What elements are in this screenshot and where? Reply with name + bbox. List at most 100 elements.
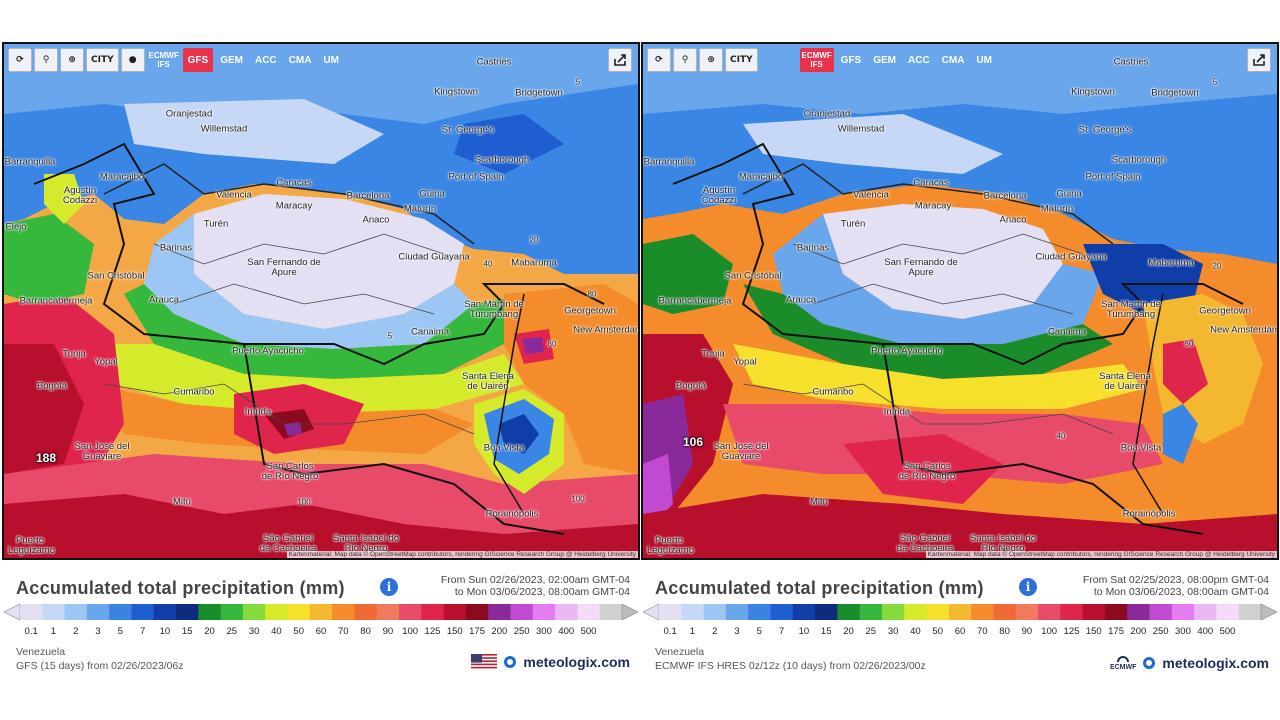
contour-label: 100 — [297, 497, 311, 507]
place-label: Mitú — [173, 496, 191, 508]
zoom-icon[interactable]: ⊕ — [60, 48, 84, 72]
place-label: Inírida — [244, 406, 272, 418]
place-label: Santa Elena de Uairén — [1099, 371, 1151, 392]
place-label: San Carlos de Río Negro — [898, 461, 956, 482]
place-label: Willemstad — [837, 123, 885, 135]
precip-field — [4, 44, 638, 558]
place-label: Ciudad Guayana — [1035, 251, 1107, 263]
place-label: Scarborough — [474, 154, 530, 166]
colorbar-swatch — [64, 604, 88, 620]
colorbar-tick-label: 5 — [756, 626, 762, 637]
colorbar-tick-label: 60 — [315, 626, 327, 637]
place-label: Bogotá — [675, 380, 707, 392]
precip-map[interactable]: ⟳ ⚲ ⊕ CITY ● ECMWF IFS GFS GEM ACC CMA U… — [2, 42, 640, 560]
share-icon[interactable] — [1247, 48, 1271, 72]
place-label: Maracay — [275, 200, 313, 212]
max-value-label: 188 — [35, 451, 57, 465]
place-label: Barranquilla — [643, 156, 695, 168]
colorbar-swatch — [577, 604, 601, 620]
model-button-ecmwf[interactable]: ECMWF IFS — [148, 51, 179, 69]
precip-map[interactable]: ⟳ ⚲ ⊕ CITY ECMWF IFS GFS GEM ACC CMA UM … — [641, 42, 1279, 560]
colorbar-swatch — [265, 604, 289, 620]
dark-circle-icon[interactable]: ● — [120, 48, 145, 72]
place-label: San Carlos de Río Negro — [261, 461, 319, 482]
model-button-gfs[interactable]: GFS — [182, 48, 214, 72]
colorbar-tick-label: 90 — [382, 626, 394, 637]
refresh-icon[interactable]: ⟳ — [647, 48, 671, 72]
place-label: Boa Vista — [1120, 442, 1162, 454]
location-pin-icon[interactable]: ⚲ — [673, 48, 697, 72]
colorbar-swatch — [287, 604, 311, 620]
place-label: Maturín — [403, 203, 437, 215]
model-button-cma[interactable]: CMA — [288, 54, 312, 66]
colorbar-arrow-low — [3, 603, 21, 621]
colorbar-tick-label: 10 — [159, 626, 171, 637]
model-button-gfs[interactable]: GFS — [840, 54, 862, 66]
colorbar-tick-label: 0.1 — [663, 626, 677, 637]
model-run-label: GFS (15 days) from 02/26/2023/06z — [16, 660, 184, 672]
colorbar-swatch — [971, 604, 994, 620]
valid-to: to Mon 03/06/2023, 08:00am GMT-04 — [454, 586, 630, 598]
zoom-icon[interactable]: ⊕ — [699, 48, 723, 72]
ecmwf-logo-text: ECMWF — [1109, 664, 1137, 671]
location-pin-icon[interactable]: ⚲ — [34, 48, 58, 72]
place-label: Barinas — [796, 242, 830, 254]
colorbar-tick-label: 70 — [337, 626, 349, 637]
colorbar-tick-label: 30 — [248, 626, 260, 637]
ecmwf-logo-icon: ECMWF — [1110, 654, 1136, 672]
place-label: Santa Elena de Uairén — [462, 371, 514, 392]
city-toggle-button[interactable]: CITY — [86, 48, 119, 72]
place-label: San José del Guaviare — [713, 441, 769, 462]
colorbar-tick-label: 70 — [976, 626, 988, 637]
model-button-gem[interactable]: GEM — [220, 54, 243, 66]
place-label: Anaco — [999, 214, 1027, 226]
map-toolbar: ⟳ ⚲ ⊕ CITY ECMWF IFS GFS GEM ACC CMA UM — [647, 48, 997, 72]
place-label: San Martín de Turumbang — [464, 299, 524, 320]
colorbar-tick-label: 90 — [1021, 626, 1033, 637]
place-label: Ciudad Guayana — [398, 251, 470, 263]
contour-label: 20 — [1212, 261, 1222, 271]
info-icon[interactable]: i — [1019, 578, 1037, 596]
place-label: Puerto Ayacucho — [232, 345, 304, 357]
colorbar-arrow-high — [621, 603, 639, 621]
region-label: Venezuela — [16, 646, 66, 658]
colorbar-tick-label: 40 — [271, 626, 282, 637]
place-label: Güiria — [419, 188, 445, 200]
colorbar-tick-label: 50 — [932, 626, 943, 637]
model-button-um[interactable]: UM — [976, 54, 992, 66]
panel-ecmwf: ⟳ ⚲ ⊕ CITY ECMWF IFS GFS GEM ACC CMA UM … — [641, 42, 1279, 682]
model-button-ecmwf[interactable]: ECMWF IFS — [799, 48, 834, 72]
colorbar-swatch — [1171, 604, 1195, 620]
legend: Accumulated total precipitation (mm) i F… — [641, 572, 1279, 682]
place-label: Mabaruma — [1148, 257, 1194, 269]
place-label: Port of Spain — [448, 171, 504, 183]
colorbar-swatch — [1015, 604, 1039, 620]
colorbar-tick-label: 20 — [843, 626, 854, 637]
model-button-um[interactable]: UM — [323, 54, 339, 66]
colorbar-tick-label: 1 — [689, 626, 696, 637]
model-button-gem[interactable]: GEM — [873, 54, 896, 66]
colorbar-tick-label: 7 — [778, 626, 785, 637]
model-button-acc[interactable]: ACC — [907, 54, 930, 66]
refresh-icon[interactable]: ⟳ — [8, 48, 32, 72]
colorbar-tick-label: 20 — [204, 626, 215, 637]
colorbar-tick-label: 175 — [469, 626, 485, 637]
share-icon[interactable] — [608, 48, 632, 72]
place-label: Valencia — [216, 189, 252, 201]
colorbar-swatch — [242, 604, 266, 620]
info-icon[interactable]: i — [380, 578, 398, 596]
colorbar-tick-label: 0.1 — [24, 626, 38, 637]
place-label: Tunja — [62, 348, 86, 360]
colorbar-swatch — [948, 604, 972, 620]
model-button-cma[interactable]: CMA — [941, 54, 965, 66]
contour-label: 60 — [1184, 339, 1194, 349]
place-label: San Cristóbal — [87, 270, 145, 282]
colorbar-tick-label: 80 — [999, 626, 1010, 637]
model-button-acc[interactable]: ACC — [254, 54, 277, 66]
contour-label: 40 — [483, 259, 493, 269]
place-label: Valencia — [853, 189, 889, 201]
brand[interactable]: ECMWF meteologix.com — [1110, 654, 1269, 672]
brand[interactable]: meteologix.com — [471, 654, 630, 670]
city-toggle-button[interactable]: CITY — [725, 48, 758, 72]
place-label: San Martín de Turumbang — [1101, 299, 1161, 320]
